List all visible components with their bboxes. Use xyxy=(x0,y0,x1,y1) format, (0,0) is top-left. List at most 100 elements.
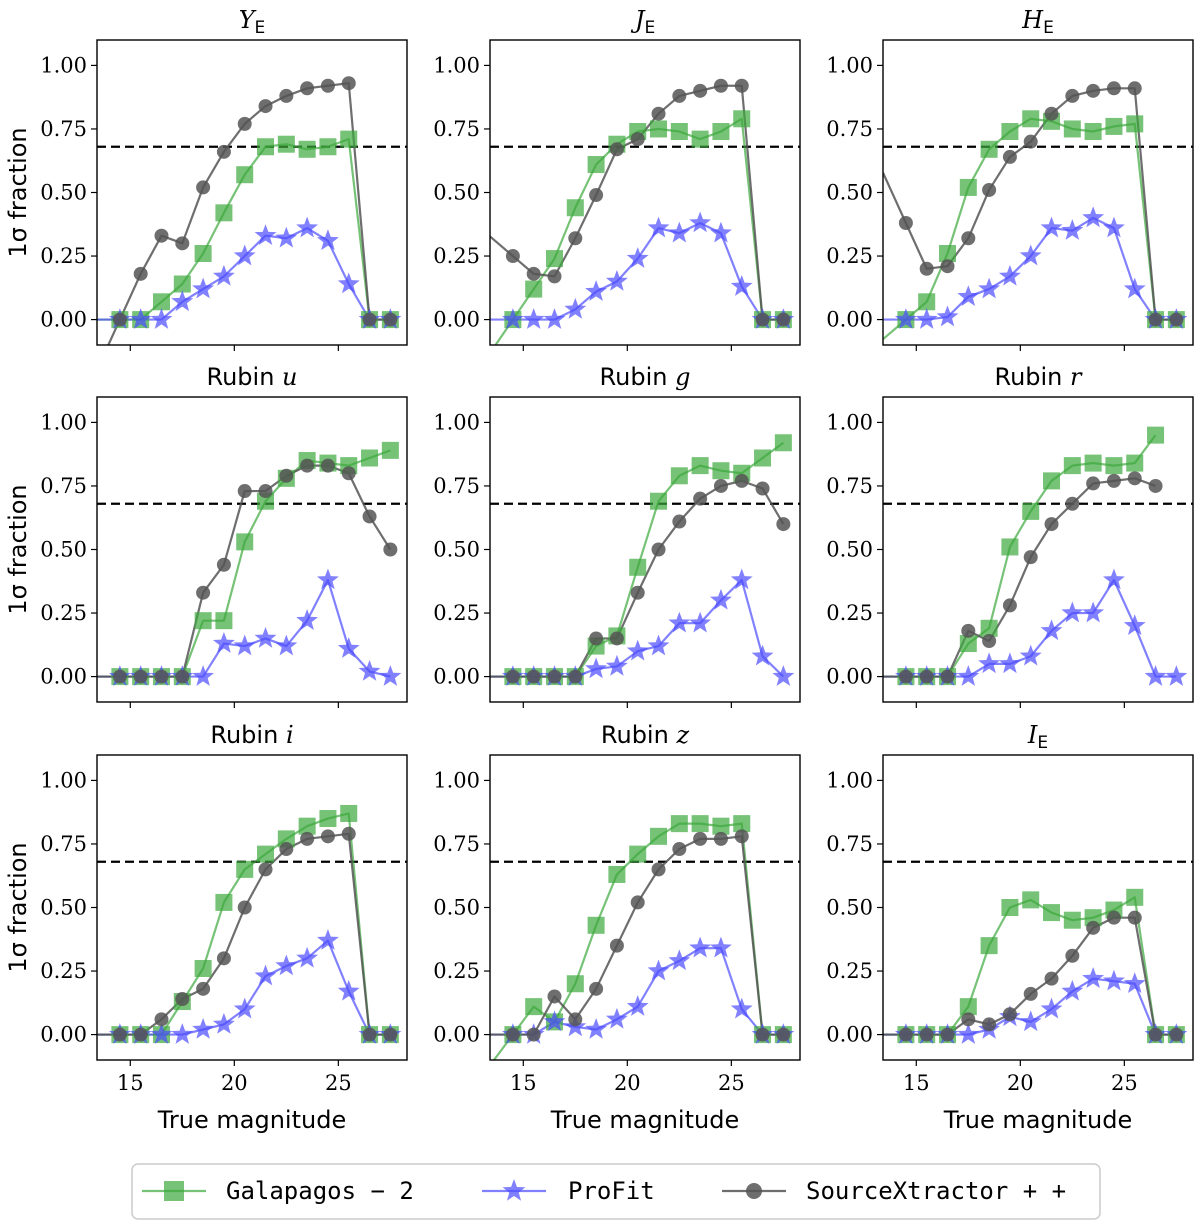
point-sextractor xyxy=(919,261,934,276)
point-galapagos xyxy=(381,441,399,459)
y-tick-label: 1.00 xyxy=(433,410,480,434)
y-tick-label: 0.25 xyxy=(433,244,480,268)
point-galapagos xyxy=(1084,909,1102,927)
y-tick-label: 1.00 xyxy=(826,768,873,792)
panel-title: Rubin g xyxy=(600,363,691,391)
point-profit xyxy=(212,1012,235,1034)
point-sextractor xyxy=(734,78,749,93)
point-sextractor xyxy=(196,180,211,195)
point-galapagos xyxy=(298,140,316,158)
point-galapagos xyxy=(587,156,605,174)
point-profit xyxy=(710,936,732,958)
point-sextractor xyxy=(1169,1027,1184,1042)
x-tick-label: 20 xyxy=(221,1071,248,1095)
panel-title-symbol: u xyxy=(282,363,297,391)
y-tick-label: 0.50 xyxy=(40,181,87,205)
y-tick-label: 0.25 xyxy=(433,959,480,983)
y-tick-label: 0.00 xyxy=(826,665,873,689)
y-tick-label: 0.00 xyxy=(433,1023,480,1047)
point-sextractor xyxy=(1044,517,1059,532)
point-galapagos xyxy=(733,110,751,128)
point-sextractor xyxy=(1086,83,1101,98)
point-sextractor xyxy=(341,826,356,841)
point-sextractor xyxy=(713,831,728,846)
point-profit xyxy=(710,221,732,243)
point-galapagos xyxy=(1001,899,1019,916)
point-galapagos xyxy=(712,462,730,480)
point-galapagos xyxy=(215,612,233,630)
point-galapagos xyxy=(1063,457,1081,475)
panel-8: Rubin z 0.00 0.25 0.50 0.75 1.00 15 20 25 True ma… xyxy=(433,721,801,1134)
point-profit xyxy=(668,949,691,971)
point-sextractor xyxy=(258,484,273,499)
panel-title: JE xyxy=(630,6,655,38)
point-sextractor xyxy=(982,1017,997,1032)
point-sextractor xyxy=(1023,986,1038,1001)
y-axis-label: 1σ fraction xyxy=(4,484,32,614)
y-tick-label: 0.75 xyxy=(433,832,480,856)
point-galapagos xyxy=(754,449,772,467)
point-profit xyxy=(1123,614,1146,636)
point-profit xyxy=(1103,216,1125,238)
point-galapagos xyxy=(215,204,233,222)
x-axis-label: True magnitude xyxy=(157,1106,346,1134)
point-profit xyxy=(647,959,670,981)
point-sextractor xyxy=(154,228,169,243)
point-galapagos xyxy=(1126,115,1144,133)
point-galapagos xyxy=(525,280,543,298)
point-galapagos xyxy=(691,457,709,475)
y-tick-label: 0.75 xyxy=(826,474,873,498)
panel-title: Rubin u xyxy=(206,363,297,391)
point-sextractor xyxy=(609,938,624,953)
point-profit xyxy=(668,221,691,243)
x-tick-label: 20 xyxy=(614,1071,641,1095)
point-galapagos xyxy=(1063,120,1081,138)
legend-label-sourcextractor: SourceXtractor + + xyxy=(806,1177,1066,1205)
point-sextractor xyxy=(672,842,687,857)
point-galapagos xyxy=(733,815,751,833)
panel-5: Rubin g 0.00 0.25 0.50 0.75 1.00 xyxy=(433,363,801,708)
panel-title-prefix: Rubin xyxy=(601,721,677,749)
panel-title-subscript: E xyxy=(255,18,266,38)
point-galapagos xyxy=(650,827,668,845)
point-profit xyxy=(337,272,360,294)
point-profit xyxy=(1123,972,1146,994)
point-sextractor xyxy=(776,517,791,532)
point-sextractor xyxy=(258,99,273,114)
y-tick-label: 0.25 xyxy=(40,959,87,983)
point-sextractor xyxy=(898,669,913,684)
point-sextractor xyxy=(1169,312,1184,327)
point-sextractor xyxy=(112,669,127,684)
point-sextractor xyxy=(1065,948,1080,963)
point-profit xyxy=(296,216,319,238)
point-profit xyxy=(585,1018,608,1039)
point-sextractor xyxy=(940,259,955,274)
point-profit xyxy=(233,634,256,656)
point-sextractor xyxy=(589,188,604,203)
point-profit xyxy=(978,277,1001,299)
panel-frame xyxy=(96,754,408,1061)
point-profit xyxy=(317,568,339,590)
point-galapagos xyxy=(587,916,605,934)
point-sextractor xyxy=(1065,496,1080,511)
x-axis-label: True magnitude xyxy=(943,1106,1132,1134)
y-tick-label: 0.50 xyxy=(40,896,87,920)
point-sextractor xyxy=(940,1027,955,1042)
y-tick-label: 0.75 xyxy=(433,474,480,498)
panel-title-prefix: Rubin xyxy=(994,363,1070,391)
point-profit xyxy=(1103,568,1125,590)
point-sextractor xyxy=(568,669,583,684)
point-sextractor xyxy=(341,466,356,481)
point-sextractor xyxy=(237,900,252,915)
point-sextractor xyxy=(755,1027,770,1042)
point-sextractor xyxy=(175,236,190,251)
point-galapagos xyxy=(194,245,212,262)
point-profit xyxy=(1061,601,1084,623)
panel-title-symbol: g xyxy=(675,363,690,391)
point-profit xyxy=(254,224,277,246)
point-sextractor xyxy=(651,106,666,121)
point-profit xyxy=(647,216,670,238)
point-sextractor xyxy=(196,585,211,600)
